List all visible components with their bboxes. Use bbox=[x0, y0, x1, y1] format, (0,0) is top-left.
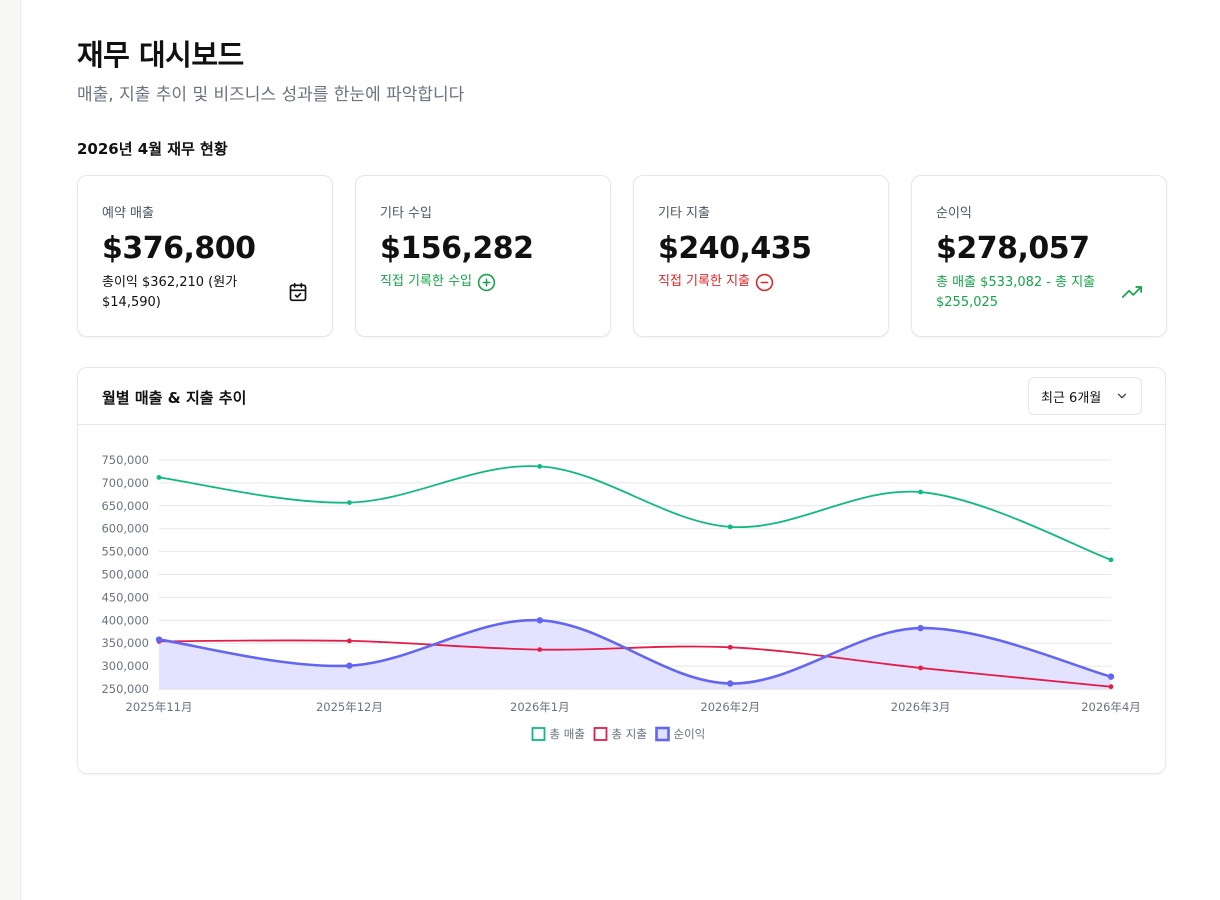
series-line-2 bbox=[158, 618, 1112, 685]
calendar-check-icon bbox=[289, 282, 307, 302]
series-point-2 bbox=[536, 617, 543, 624]
legend-label: 순이익 bbox=[674, 727, 706, 741]
card-subtext: 직접 기록한 수입 bbox=[380, 274, 472, 289]
other-income-card: 기타 수입 $156,282 직접 기록한 수입 bbox=[355, 175, 611, 337]
series-point-0 bbox=[156, 475, 162, 480]
y-tick-label: 700,000 bbox=[101, 476, 149, 490]
series-point-1 bbox=[727, 644, 733, 650]
series-point-0 bbox=[918, 489, 923, 495]
series-point-2 bbox=[155, 636, 163, 643]
series-point-2 bbox=[917, 624, 924, 632]
other-expense-card: 기타 지출 $240,435 직접 기록한 지출 bbox=[633, 175, 889, 337]
period-select-value: 최근 6개월 bbox=[1041, 390, 1102, 406]
x-tick-label: 2025年11月 bbox=[126, 700, 193, 714]
summary-cards: 예약 매출 $376,800 총이익 $362,210 (원가 $14,590)… bbox=[77, 175, 1167, 337]
series-point-1 bbox=[347, 638, 352, 644]
card-label: 예약 매출 bbox=[102, 206, 154, 221]
y-tick-label: 300,000 bbox=[101, 659, 149, 673]
plus-circle-icon bbox=[477, 273, 496, 291]
y-tick-label: 750,000 bbox=[101, 453, 149, 467]
legend-label: 총 매출 bbox=[550, 727, 585, 741]
x-tick-label: 2026年2月 bbox=[700, 700, 760, 714]
net-profit-card: 순이익 $278,057 총 매출 $533,082 - 총 지출 $255,0… bbox=[911, 175, 1167, 337]
y-tick-label: 500,000 bbox=[101, 568, 149, 582]
chevron-down-icon bbox=[1117, 393, 1127, 399]
monthly-trend-card: 월별 매출 & 지출 추이 최근 6개월 250,000 300,000 350,0… bbox=[77, 367, 1166, 774]
legend-swatch-0 bbox=[531, 727, 546, 741]
y-tick-label: 650,000 bbox=[101, 499, 149, 513]
series-point-0 bbox=[537, 464, 543, 469]
series-point-2 bbox=[1107, 673, 1115, 680]
legend-label: 총 지출 bbox=[612, 727, 647, 741]
card-subtext: 총 매출 $533,082 - 총 지출 $255,025 bbox=[936, 275, 1096, 310]
series-point-0 bbox=[727, 524, 733, 530]
minus-circle-icon bbox=[755, 273, 774, 291]
legend-swatch-2 bbox=[655, 726, 670, 742]
series-line-1 bbox=[158, 639, 1112, 688]
series-point-1 bbox=[918, 665, 923, 671]
y-tick-label: 400,000 bbox=[101, 613, 149, 627]
y-tick-label: 550,000 bbox=[101, 545, 149, 559]
series-point-2 bbox=[346, 662, 353, 669]
card-subtext: 직접 기록한 지출 bbox=[658, 274, 750, 289]
y-tick-label: 350,000 bbox=[101, 636, 149, 650]
y-tick-label: 250,000 bbox=[101, 682, 149, 696]
chart-title: 월별 매출 & 지출 추이 bbox=[102, 389, 247, 407]
card-label: 기타 수입 bbox=[380, 206, 432, 221]
left-rail bbox=[0, 0, 21, 900]
x-tick-label: 2026年3月 bbox=[891, 700, 951, 714]
x-tick-label: 2026年1月 bbox=[510, 700, 570, 714]
card-value: $376,800 bbox=[102, 231, 256, 266]
trending-up-icon bbox=[1122, 286, 1142, 298]
card-subtext-row: 직접 기록한 수입 bbox=[380, 272, 550, 292]
monthly-trend-chart: 250,000 300,000 350,000 400,000 450,000 500,0… bbox=[101, 453, 1141, 742]
series-point-1 bbox=[537, 647, 543, 653]
card-subtext: 총이익 $362,210 (원가 $14,590) bbox=[102, 275, 238, 310]
series-point-1 bbox=[1108, 684, 1114, 690]
x-tick-label: 2025年12月 bbox=[316, 700, 383, 714]
summary-section-title: 2026년 4월 재무 현황 bbox=[77, 140, 228, 158]
y-tick-label: 450,000 bbox=[101, 590, 149, 604]
page-title: 재무 대시보드 bbox=[77, 38, 244, 72]
y-tick-label: 600,000 bbox=[101, 522, 149, 536]
series-line-0 bbox=[158, 465, 1112, 561]
series-point-0 bbox=[1108, 557, 1114, 563]
x-tick-label: 2026年4月 bbox=[1081, 700, 1141, 714]
card-value: $240,435 bbox=[658, 231, 812, 266]
period-select[interactable]: 최근 6개월 bbox=[1028, 377, 1142, 415]
chart-header: 월별 매출 & 지출 추이 최근 6개월 bbox=[78, 368, 1165, 425]
series-area-profit bbox=[159, 620, 1111, 689]
series-point-0 bbox=[347, 500, 352, 505]
legend-swatch-1 bbox=[593, 727, 608, 741]
series-point-2 bbox=[727, 680, 734, 687]
card-value: $278,057 bbox=[936, 231, 1090, 266]
card-label: 순이익 bbox=[936, 206, 972, 221]
booking-revenue-card: 예약 매출 $376,800 총이익 $362,210 (원가 $14,590) bbox=[77, 175, 333, 337]
card-subtext-row: 직접 기록한 지출 bbox=[658, 272, 828, 292]
page-subtitle: 매출, 지출 추이 및 비즈니스 성과를 한눈에 파악합니다 bbox=[77, 85, 465, 105]
card-label: 기타 지출 bbox=[658, 206, 710, 221]
card-value: $156,282 bbox=[380, 231, 534, 266]
